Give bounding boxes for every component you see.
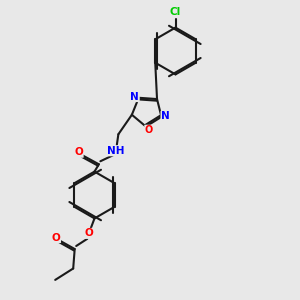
Text: O: O <box>145 125 153 135</box>
Text: Cl: Cl <box>170 7 181 17</box>
Text: O: O <box>85 228 94 239</box>
Text: O: O <box>52 232 61 243</box>
Text: N: N <box>161 111 170 121</box>
Text: O: O <box>74 147 83 157</box>
Text: NH: NH <box>106 146 124 156</box>
Text: N: N <box>130 92 139 102</box>
